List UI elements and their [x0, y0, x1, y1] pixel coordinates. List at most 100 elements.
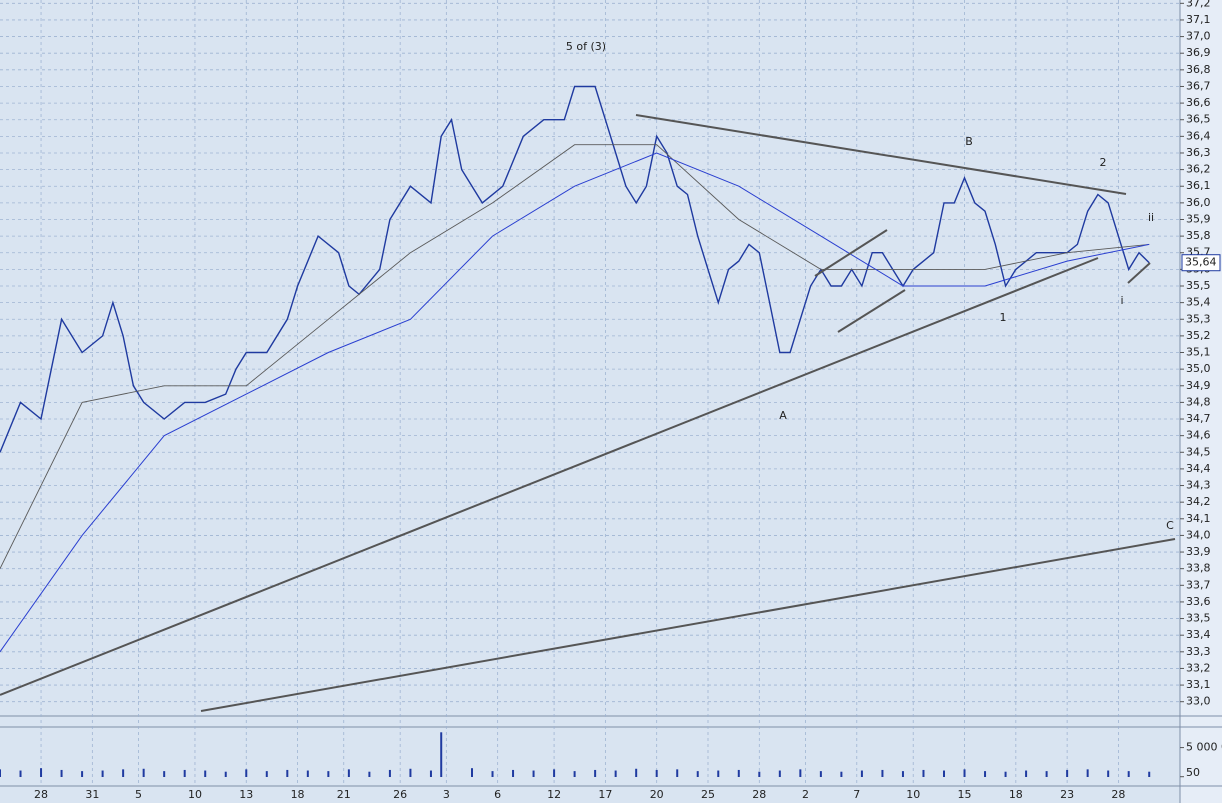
- x-tick-label: 15: [958, 788, 972, 801]
- volume-bar: [655, 769, 658, 777]
- wave-label: C: [1166, 519, 1174, 532]
- volume-bar: [696, 771, 699, 777]
- wave-label: i: [1120, 294, 1123, 307]
- volume-bar: [471, 768, 473, 777]
- y-tick-label: 35,9: [1186, 212, 1211, 225]
- x-tick-label: 5: [135, 788, 142, 801]
- y-tick-label: 33,3: [1186, 645, 1211, 658]
- volume-bar: [881, 769, 884, 777]
- trend-line: [200, 538, 1176, 712]
- volume-bar: [717, 770, 720, 777]
- y-tick-label: 34,0: [1186, 528, 1211, 541]
- volume-bar: [409, 768, 412, 777]
- volume-bar: [306, 770, 309, 777]
- volume-bar: [204, 770, 207, 777]
- x-tick-label: 28: [752, 788, 766, 801]
- volume-bar: [758, 771, 761, 777]
- volume-bar: [1025, 770, 1028, 777]
- y-tick-label: 34,2: [1186, 495, 1211, 508]
- trend-line: [1127, 262, 1151, 284]
- volume-bar: [368, 771, 371, 777]
- y-tick-label: 35,2: [1186, 329, 1211, 342]
- y-tick-label: 34,7: [1186, 412, 1211, 425]
- volume-bar: [553, 769, 556, 777]
- volume-bar: [614, 770, 617, 777]
- volume-bar: [963, 769, 966, 777]
- y-tick-label: 36,0: [1186, 196, 1211, 209]
- volume-bar: [0, 769, 1, 777]
- y-tick-label: 34,4: [1186, 462, 1211, 475]
- volume-bar: [286, 769, 289, 777]
- wave-label: 1: [1000, 311, 1007, 324]
- y-tick-label: 35,5: [1186, 279, 1211, 292]
- price-line: [0, 85, 1150, 453]
- volume-bar: [1127, 771, 1130, 777]
- volume-bar: [101, 770, 104, 777]
- y-tick-label: 35,3: [1186, 312, 1211, 325]
- x-tick-label: 10: [906, 788, 920, 801]
- y-tick-label: 36,6: [1186, 96, 1211, 109]
- y-tick-label: 36,9: [1186, 46, 1211, 59]
- volume-bar: [676, 769, 679, 777]
- last-value-label: 35,64: [1185, 256, 1217, 269]
- y-tick-label: 35,4: [1186, 296, 1211, 309]
- volume-bar: [224, 771, 227, 777]
- y-tick-label: 36,5: [1186, 113, 1211, 126]
- wave-label: 5 of (3): [566, 40, 606, 53]
- y-tick-label: 37,1: [1186, 13, 1211, 26]
- y-tick-label: 35,1: [1186, 346, 1211, 359]
- price-line: [0, 152, 1150, 653]
- x-tick-label: 3: [443, 788, 450, 801]
- y-tick-label: 36,2: [1186, 163, 1211, 176]
- x-tick-label: 18: [1009, 788, 1023, 801]
- volume-bar: [840, 771, 843, 777]
- volume-bar: [594, 769, 597, 777]
- y-tick-label: 50: [1186, 766, 1200, 779]
- x-tick-label: 13: [239, 788, 253, 801]
- y-tick-label: 36,3: [1186, 146, 1211, 159]
- volume-bar: [491, 771, 494, 777]
- y-tick-label: 33,9: [1186, 545, 1211, 558]
- volume-bar: [347, 769, 350, 777]
- y-tick-label: 33,5: [1186, 612, 1211, 625]
- y-tick-label: 33,0: [1186, 695, 1211, 708]
- y-tick-label: 34,9: [1186, 379, 1211, 392]
- volume-bar: [1045, 771, 1048, 777]
- wave-label: A: [779, 409, 787, 422]
- volume-bar: [573, 771, 576, 777]
- volume-bar: [1086, 769, 1089, 777]
- last-value-box: [1181, 254, 1221, 272]
- volume-bar: [737, 769, 740, 777]
- volume-bar: [388, 769, 391, 777]
- volume-bar: [1004, 771, 1007, 777]
- y-tick-label: 34,6: [1186, 429, 1211, 442]
- volume-bar: [922, 769, 925, 777]
- y-tick-label: 33,7: [1186, 578, 1211, 591]
- volume-bar: [532, 770, 535, 777]
- volume-bar: [799, 769, 802, 777]
- x-tick-label: 21: [337, 788, 351, 801]
- y-tick-label: 35,8: [1186, 229, 1211, 242]
- x-tick-label: 6: [494, 788, 501, 801]
- volume-bar: [265, 771, 268, 777]
- x-tick-label: 12: [547, 788, 561, 801]
- x-tick-label: 28: [34, 788, 48, 801]
- y-tick-label: 36,7: [1186, 79, 1211, 92]
- trend-line: [814, 229, 888, 277]
- price-line: [0, 144, 1150, 569]
- volume-bar: [60, 769, 63, 777]
- x-tick-label: 17: [598, 788, 612, 801]
- trend-line: [837, 289, 906, 333]
- volume-bar: [778, 770, 781, 777]
- volume-bar: [901, 771, 904, 777]
- wave-label: B: [965, 135, 973, 148]
- y-tick-label: 33,6: [1186, 595, 1211, 608]
- volume-bar: [81, 771, 84, 777]
- y-tick-label: 34,8: [1186, 395, 1211, 408]
- volume-bar: [183, 769, 186, 777]
- volume-bar: [1148, 771, 1151, 777]
- y-tick-label: 33,2: [1186, 661, 1211, 674]
- volume-bar: [635, 768, 638, 777]
- x-tick-label: 18: [291, 788, 305, 801]
